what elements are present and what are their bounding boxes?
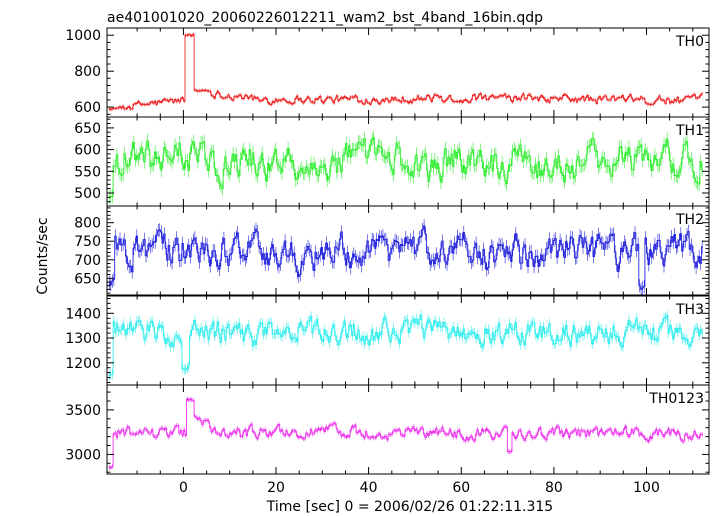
panel-th2: 650 700 750 800 TH2 [74,205,710,296]
panel-th0123: 3000 3500 TH0123 [65,384,710,475]
series-errorbars-th1 [109,130,703,205]
x-tick-label: 100 [633,480,660,496]
series-line-th0123 [108,398,703,469]
series-line-th1 [108,137,703,198]
y-tick-label: 750 [74,234,101,250]
chart-title: ae401001020_20060226012211_wam2_bst_4ban… [107,10,543,26]
panel-th3: 1200 1300 1400 TH3 [65,295,710,386]
series-line-th2 [108,225,703,290]
y-axis-label: Counts/sec [35,217,51,294]
y-tick-label: 800 [74,216,101,232]
x-tick-label: 40 [360,480,378,496]
panel-label-th3: TH3 [675,302,704,318]
y-tick-label: 600 [74,100,101,116]
y-tick-label: 550 [74,164,101,180]
panel-label-th0: TH0 [675,34,704,50]
panel-th0: 600 800 1000 TH0 [65,27,710,118]
panel-frame [106,27,710,118]
y-tick-label: 1400 [65,306,101,322]
x-tick-label: 60 [452,480,470,496]
y-tick-label: 600 [74,143,101,159]
panel-label-th0123: TH0123 [648,391,704,407]
y-tick-label: 650 [74,121,101,137]
series-line-th0 [108,33,703,111]
y-tick-label: 1200 [65,356,101,372]
x-axis-label: Time [sec] 0 = 2006/02/26 01:22:11.315 [266,499,553,515]
y-tick-label: 3000 [65,447,101,463]
y-tick-label: 3500 [65,403,101,419]
series-line-th3 [108,314,703,376]
x-tick-label: 80 [545,480,563,496]
x-tick-label: 20 [267,480,285,496]
panel-label-th1: TH1 [675,123,704,139]
series-errorbars-th2 [109,219,703,295]
y-tick-label: 700 [74,253,101,269]
series-errorbars-th0 [109,32,703,112]
y-tick-label: 1000 [65,28,101,44]
y-tick-label: 650 [74,271,101,287]
series-errorbars-th0123 [109,396,703,471]
panel-th1: 500 550 600 650 TH1 [74,116,710,207]
y-tick-label: 1300 [65,331,101,347]
panel-frame [106,384,710,475]
panel-label-th2: TH2 [675,212,704,228]
x-tick-label: 0 [179,480,188,496]
y-tick-label: 800 [74,64,101,80]
y-tick-label: 500 [74,186,101,202]
panel-frame [106,205,710,296]
